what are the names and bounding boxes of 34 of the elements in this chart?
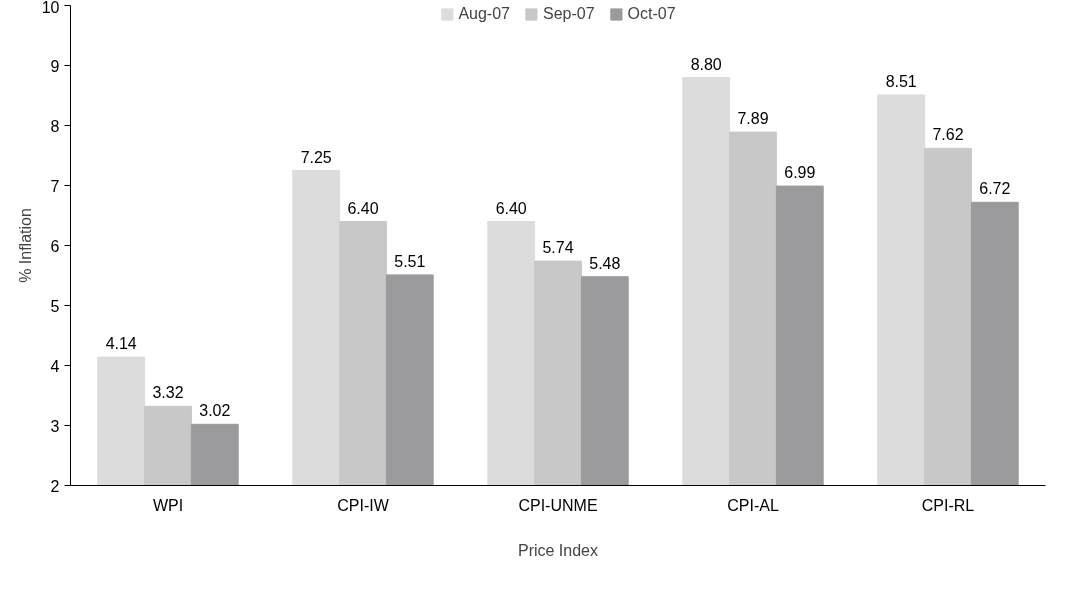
x-axis-title: Price Index xyxy=(517,541,599,559)
x-tick-label: CPI-AL xyxy=(727,496,779,514)
y-tick-label: 3 xyxy=(50,417,60,435)
x-tick-label: CPI-IW xyxy=(337,496,390,514)
data-label: 5.51 xyxy=(394,252,426,270)
data-label: 7.89 xyxy=(737,110,769,128)
x-tick-label: CPI-UNME xyxy=(518,496,598,514)
data-label: 7.25 xyxy=(300,148,332,166)
x-tick-label: WPI xyxy=(152,496,184,514)
x-tick-label: CPI-RL xyxy=(921,496,975,514)
data-label: 8.51 xyxy=(885,72,917,90)
y-tick-label: 9 xyxy=(50,57,60,75)
y-tick-label: 7 xyxy=(50,177,60,195)
data-label: 6.40 xyxy=(347,199,379,217)
y-tick-label: 5 xyxy=(50,297,60,315)
y-axis-title: % Inflation xyxy=(16,208,34,283)
y-tick-label: 6 xyxy=(50,237,60,255)
data-label: 5.74 xyxy=(542,239,574,257)
data-label: 5.48 xyxy=(589,254,621,272)
legend-label: Oct-07 xyxy=(627,5,676,23)
y-tick-label: 2 xyxy=(50,477,60,495)
data-label: 6.99 xyxy=(784,164,816,182)
data-label: 3.32 xyxy=(152,384,184,402)
legend-label: Sep-07 xyxy=(542,5,595,23)
y-tick-label: 4 xyxy=(50,357,60,375)
y-tick-label: 10 xyxy=(41,0,60,16)
data-label: 3.02 xyxy=(199,402,231,420)
data-label: 6.40 xyxy=(495,199,527,217)
data-label: 8.80 xyxy=(690,55,722,73)
legend-label: Aug-07 xyxy=(458,5,510,23)
data-label: 6.72 xyxy=(979,180,1011,198)
data-label: 4.14 xyxy=(105,335,137,353)
data-label: 7.62 xyxy=(932,126,964,144)
y-tick-label: 8 xyxy=(50,117,60,135)
